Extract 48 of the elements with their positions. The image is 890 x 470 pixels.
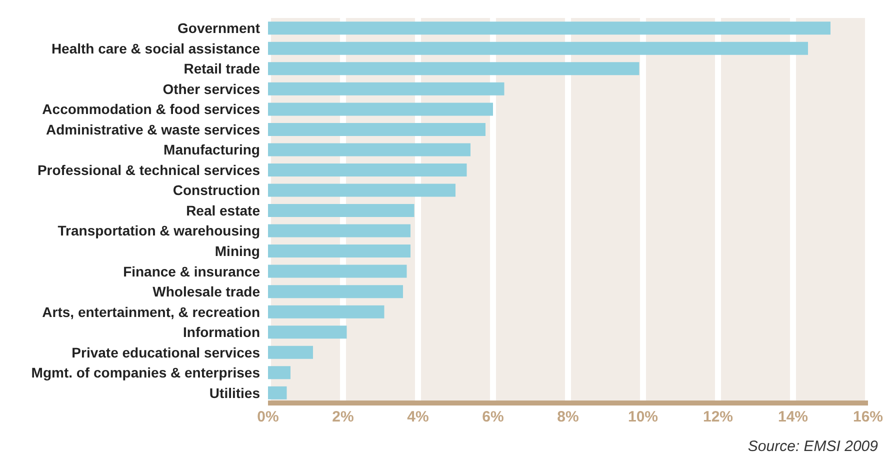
bar bbox=[268, 366, 290, 380]
x-tick-label: 12% bbox=[702, 408, 734, 426]
bar bbox=[268, 204, 414, 218]
bar bbox=[268, 244, 410, 258]
bar bbox=[268, 386, 287, 400]
y-tick-label: Administrative & waste services bbox=[46, 121, 260, 138]
x-tick-label: 2% bbox=[332, 408, 354, 426]
bar bbox=[268, 264, 407, 278]
y-tick-label: Information bbox=[183, 324, 260, 340]
bar bbox=[268, 224, 410, 238]
y-tick-label: Wholesale trade bbox=[152, 284, 260, 300]
bar bbox=[268, 285, 403, 298]
x-tick-label: 0% bbox=[257, 408, 279, 426]
bar bbox=[268, 82, 504, 96]
x-tick-label: 6% bbox=[482, 408, 504, 426]
bar bbox=[268, 62, 640, 76]
y-tick-label: Finance & insurance bbox=[123, 263, 260, 280]
y-tick-label: Mining bbox=[214, 242, 260, 259]
y-tick-label: Arts, entertainment, & recreation bbox=[42, 304, 260, 320]
y-tick-label: Retail trade bbox=[184, 60, 260, 77]
y-tick-label: Manufacturing bbox=[164, 142, 260, 158]
y-tick-label: Private educational services bbox=[72, 344, 260, 360]
y-tick-label: Mgmt. of companies & enterprises bbox=[31, 364, 260, 381]
bar bbox=[268, 326, 347, 339]
bar bbox=[268, 42, 808, 55]
bar bbox=[268, 122, 486, 136]
y-tick-label: Real estate bbox=[186, 202, 260, 218]
x-tick-label: 10% bbox=[628, 408, 658, 426]
x-tick-label: 4% bbox=[407, 408, 429, 426]
bar bbox=[268, 163, 467, 176]
bar bbox=[268, 184, 456, 197]
source-note: Source: EMSI 2009 bbox=[746, 438, 879, 455]
bar bbox=[268, 305, 384, 318]
bar bbox=[268, 143, 470, 156]
y-tick-label: Professional & technical services bbox=[37, 162, 260, 178]
x-tick-label: 14% bbox=[778, 408, 808, 426]
bar bbox=[268, 22, 830, 35]
bar bbox=[268, 346, 313, 359]
y-tick-label: Utilities bbox=[209, 384, 260, 401]
y-tick-label: Construction bbox=[172, 182, 260, 198]
y-tick-label: Accommodation & food services bbox=[42, 101, 260, 118]
y-tick-label: Other services bbox=[162, 80, 260, 97]
x-tick-label: 16% bbox=[852, 408, 884, 426]
bar bbox=[268, 102, 493, 116]
y-tick-label: Health care & social assistance bbox=[51, 40, 260, 56]
y-tick-label: Transportation & warehousing bbox=[58, 222, 260, 239]
x-tick-label: 8% bbox=[557, 408, 579, 426]
y-tick-label: Government bbox=[178, 20, 260, 36]
